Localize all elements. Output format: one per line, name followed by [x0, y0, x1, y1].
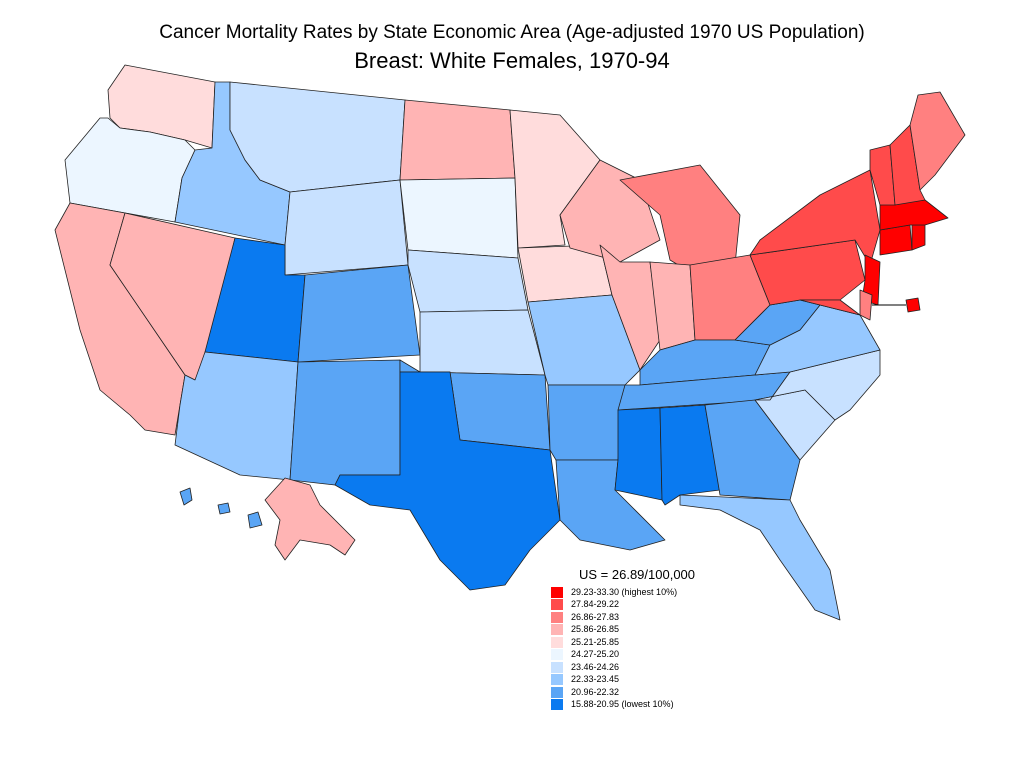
region-new-hampshire	[889, 124, 926, 206]
region-hawaii	[179, 487, 193, 506]
legend-swatch	[551, 599, 563, 611]
region-minnesota	[509, 109, 601, 249]
legend-item: 25.21-25.85	[551, 636, 771, 649]
region-montana	[229, 81, 406, 193]
region-hawaii	[247, 511, 263, 529]
legend: US = 26.89/100,000 29.23-33.30 (highest …	[551, 566, 771, 711]
region-maine	[909, 91, 966, 191]
legend-item: 22.33-23.45	[551, 674, 771, 687]
legend-item: 24.27-25.20	[551, 649, 771, 662]
region-rhode-island	[911, 224, 926, 251]
legend-label: 23.46-24.26	[571, 661, 620, 672]
legend-swatch	[551, 686, 563, 698]
legend-swatch	[551, 699, 563, 711]
legend-item: 26.86-27.83	[551, 611, 771, 624]
region-nebraska	[407, 249, 529, 313]
legend-swatch	[551, 611, 563, 623]
legend-swatch	[551, 674, 563, 686]
region-florida	[679, 494, 841, 621]
legend-item: 20.96-22.32	[551, 686, 771, 699]
region-hawaii	[217, 502, 231, 515]
region-new-mexico	[289, 359, 401, 486]
region-georgia	[704, 399, 801, 501]
legend-item: 23.46-24.26	[551, 661, 771, 674]
region-delaware	[859, 289, 873, 321]
region-arkansas	[547, 384, 626, 461]
legend-label: 22.33-23.45	[571, 674, 620, 685]
legend-label: 24.27-25.20	[571, 649, 620, 660]
region-alaska	[264, 477, 356, 561]
legend-swatch	[551, 661, 563, 673]
legend-label: 26.86-27.83	[571, 611, 620, 622]
region-new-york	[749, 169, 881, 266]
legend-swatch	[551, 636, 563, 648]
legend-swatch	[551, 624, 563, 636]
legend-label: 25.21-25.85	[571, 636, 620, 647]
region-texas	[334, 371, 561, 591]
region-north-dakota	[399, 99, 516, 181]
legend-item: 25.86-26.85	[551, 624, 771, 637]
map-subtitle: Breast: White Females, 1970-94	[354, 48, 670, 73]
state-regions	[54, 64, 966, 621]
legend-label: 29.23-33.30 (highest 10%)	[571, 586, 678, 597]
map-title: Cancer Mortality Rates by State Economic…	[159, 22, 865, 43]
us-rate-label: US = 26.89/100,000	[579, 567, 696, 582]
legend-label: 15.88-20.95 (lowest 10%)	[571, 699, 674, 710]
region-kansas	[419, 309, 546, 376]
legend-swatch	[551, 586, 563, 598]
region-colorado	[297, 264, 421, 363]
legend-item: 27.84-29.22	[551, 599, 771, 612]
legend-item: 29.23-33.30 (highest 10%)	[551, 586, 771, 599]
legend-swatch	[551, 649, 563, 661]
legend-label: 27.84-29.22	[571, 599, 620, 610]
region-district-of-columbia	[905, 297, 921, 313]
legend-item: 15.88-20.95 (lowest 10%)	[551, 699, 771, 712]
region-vermont	[869, 144, 896, 206]
region-mississippi	[614, 407, 663, 501]
legend-label: 25.86-26.85	[571, 624, 620, 635]
legend-label: 20.96-22.32	[571, 686, 620, 697]
region-wyoming	[284, 179, 409, 276]
region-south-dakota	[399, 177, 519, 259]
